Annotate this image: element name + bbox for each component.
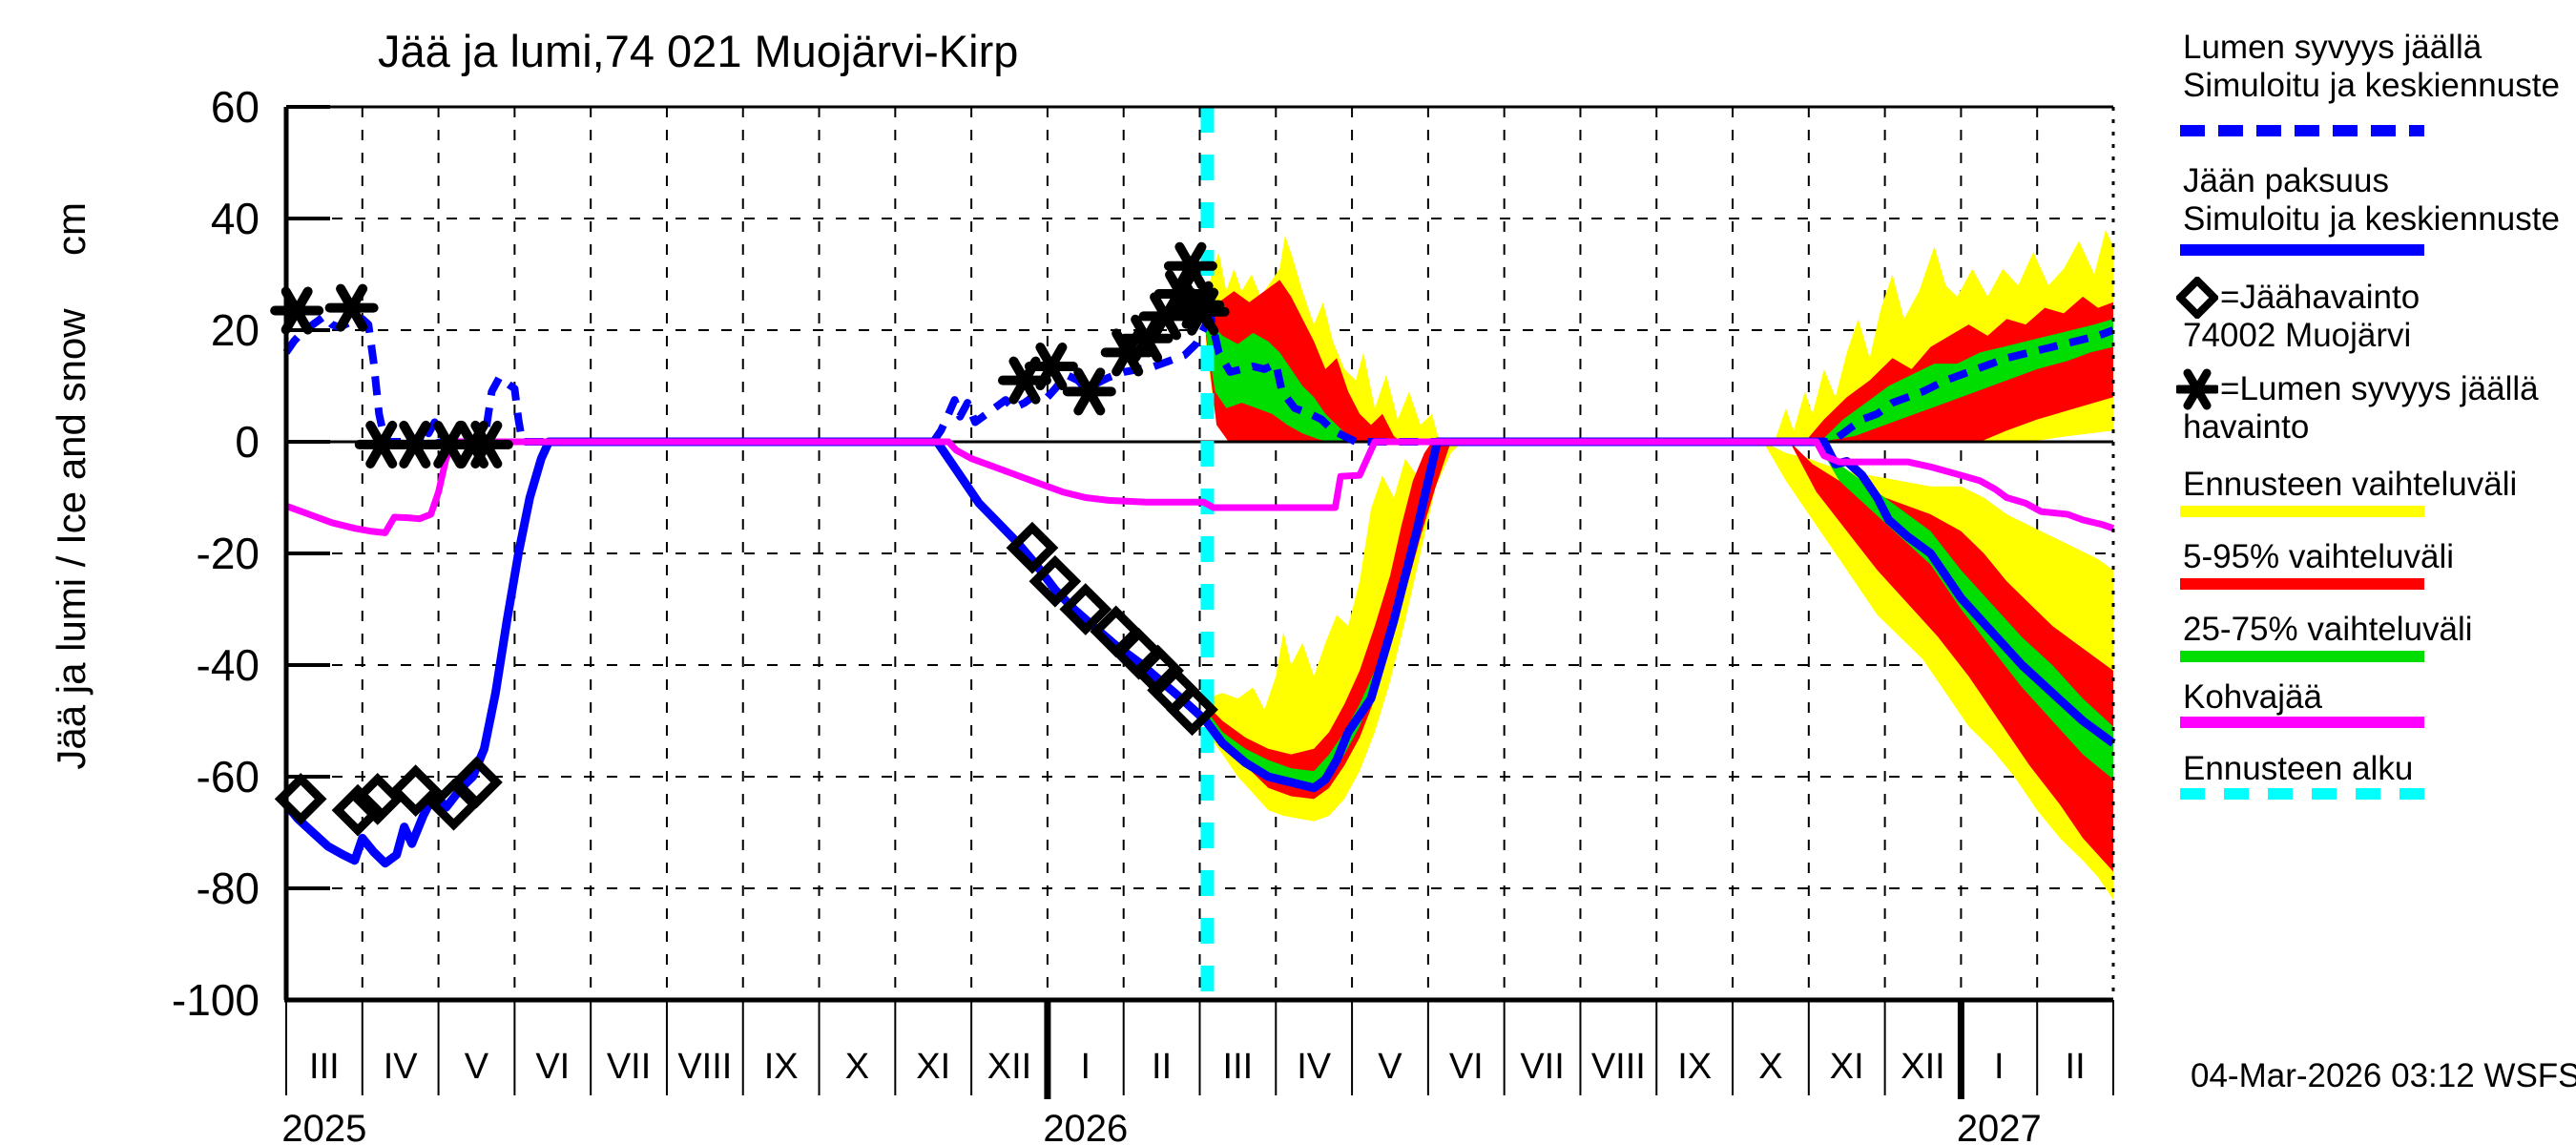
- band-winter2027_ice_red: [1789, 442, 2113, 872]
- snow-observation-asterisk: [1163, 241, 1217, 290]
- ice-observation-diamond: [331, 783, 384, 837]
- month-label: I: [1081, 1047, 1091, 1087]
- y-tick-label: -40: [197, 640, 260, 690]
- month-label: IX: [764, 1047, 799, 1087]
- band-spring2026_ice_red: [1205, 442, 1451, 800]
- month-label: XII: [987, 1047, 1031, 1087]
- year-label: 2026: [1043, 1108, 1128, 1145]
- month-label: IV: [1297, 1047, 1332, 1087]
- band-spring2026_ice_yellow: [1205, 442, 1463, 822]
- chart-title: Jää ja lumi,74 021 Muojärvi-Kirp: [378, 26, 1019, 76]
- y-axis-label: Jää ja lumi / Ice and snow: [49, 308, 93, 770]
- ice-observation-diamond: [1059, 583, 1112, 635]
- month-label: VII: [607, 1047, 651, 1087]
- month-label: II: [2066, 1047, 2086, 1087]
- snow-observation-asterisk: [324, 283, 379, 332]
- year-label: 2027: [1957, 1108, 2042, 1145]
- legend-item-ice-obs-line1: =Jäähavainto: [2220, 279, 2420, 316]
- month-label: VIII: [1591, 1047, 1646, 1087]
- legend-item-snow-sim-line2: Simuloitu ja keskiennuste: [2183, 67, 2560, 104]
- month-label: V: [465, 1047, 489, 1087]
- month-label: VII: [1520, 1047, 1564, 1087]
- y-tick-label: 20: [211, 305, 260, 355]
- ice-observation-diamond: [1028, 554, 1082, 608]
- legend-item-kohvajaa: Kohvajää: [2183, 678, 2322, 716]
- snow-observation-asterisk: [1119, 314, 1174, 363]
- month-label: VIII: [677, 1047, 732, 1087]
- legend-item-ice-sim-line1: Jään paksuus: [2183, 162, 2389, 199]
- month-label: X: [1758, 1047, 1782, 1087]
- legend-swatch-ice-sim-blue-solid-line: [2180, 244, 2424, 256]
- y-tick-label: 0: [235, 417, 260, 467]
- legend-item-ice-sim-line2: Simuloitu ja keskiennuste: [2183, 200, 2560, 238]
- ice-observation-diamond: [450, 756, 503, 809]
- month-label: XII: [1901, 1047, 1944, 1087]
- ice-observation-diamond: [389, 764, 443, 817]
- band-winter2027_ice_yellow: [1763, 442, 2113, 900]
- year-label: 2025: [281, 1108, 366, 1145]
- month-label: I: [1994, 1047, 2005, 1087]
- legend-item-forecast-range: Ennusteen vaihteluväli: [2183, 466, 2518, 503]
- month-label: X: [845, 1047, 869, 1087]
- ice-observation-diamond: [1166, 683, 1218, 737]
- timestamp-label: 04-Mar-2026 03:12 WSFS-P: [2191, 1057, 2576, 1094]
- ice-observation-diamond: [351, 773, 405, 825]
- month-label: XI: [1830, 1047, 1864, 1087]
- month-label: V: [1378, 1047, 1402, 1087]
- month-label: III: [309, 1047, 340, 1087]
- legend-swatch-forecast-start-cyan-dashed: [2180, 788, 2424, 800]
- month-label: XI: [916, 1047, 950, 1087]
- snow-observation-asterisk: [1175, 287, 1230, 336]
- snow-observation-asterisk: [459, 420, 513, 468]
- legend-item-snow-sim-line1: Lumen syvyys jäällä: [2183, 29, 2483, 66]
- kohvajaa-line: [284, 438, 2115, 536]
- snow-observation-asterisk: [1024, 343, 1078, 391]
- ice-observation-diamond: [1006, 521, 1059, 574]
- legend-item-5-95-range: 5-95% vaihteluväli: [2183, 538, 2455, 575]
- legend-item-25-75-range: 25-75% vaihteluväli: [2183, 611, 2473, 648]
- y-tick-label: 60: [211, 82, 260, 132]
- y-tick-label: -20: [197, 529, 260, 578]
- legend-swatch-forecast-range-yellow: [2180, 506, 2424, 517]
- asterisk-icon: [2176, 368, 2218, 410]
- legend-item-forecast-start: Ennusteen alku: [2183, 750, 2414, 787]
- y-tick-label: -80: [197, 864, 260, 913]
- y-tick-label: -100: [172, 975, 260, 1025]
- month-label: III: [1223, 1047, 1254, 1087]
- legend-item-snow-obs-line1: =Lumen syvyys jäällä: [2220, 370, 2539, 407]
- y-axis-unit-label: cm: [49, 202, 93, 256]
- month-label: VI: [1449, 1047, 1484, 1087]
- snow-observation-asterisk: [1062, 367, 1116, 416]
- month-label: II: [1152, 1047, 1172, 1087]
- legend-item-snow-obs-line2: havainto: [2183, 408, 2310, 446]
- legend-swatch-5-95-red: [2180, 578, 2424, 590]
- month-label: IX: [1677, 1047, 1712, 1087]
- snow-observation-asterisk: [270, 286, 324, 335]
- y-tick-label: 40: [211, 194, 260, 243]
- legend-swatch-snow-sim-blue-dashed-line: [2180, 125, 2424, 136]
- legend-item-ice-obs-line2: 74002 Muojärvi: [2183, 317, 2412, 354]
- legend-swatch-kohvajaa-magenta: [2180, 717, 2424, 728]
- legend-swatch-25-75-green: [2180, 651, 2424, 662]
- y-tick-label: -60: [197, 752, 260, 802]
- diamond-icon: [2176, 277, 2218, 319]
- month-label: IV: [384, 1047, 419, 1087]
- month-label: VI: [535, 1047, 570, 1087]
